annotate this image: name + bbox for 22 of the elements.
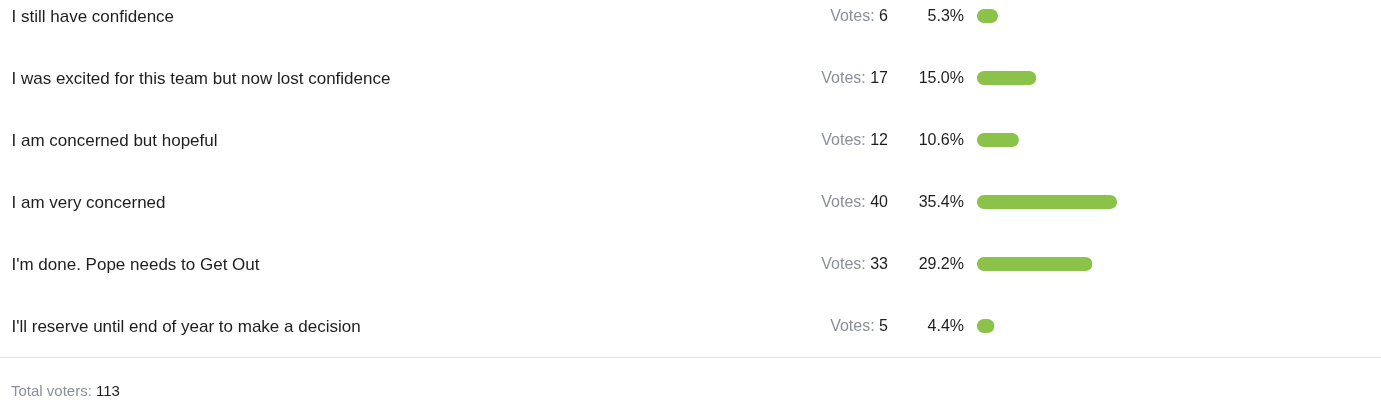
data-label: 4.4% [927,317,964,334]
y-tick-label: I am concerned but hopeful [11,130,218,150]
y-tick-label: I'm done. Pope needs to Get Out [11,254,260,274]
y-tick-label: I am very concerned [11,192,166,212]
data-label: 15.0% [918,69,964,86]
text: Votes: 40 [821,193,889,210]
bar [977,71,1037,85]
data-label: 10.6% [918,131,964,148]
data-label: 29.2% [918,255,964,272]
text: Votes: 5 [830,317,889,334]
y-tick-label: I was excited for this team but now lost confidence [11,68,391,88]
text: Votes: 12 [821,131,889,148]
bar [977,257,1093,271]
y-tick-label: I'll reserve until end of year to make a decision [11,316,361,336]
bar [977,195,1117,209]
y-tick-label: I still have confidence [11,6,175,26]
text: Votes: 33 [821,255,889,272]
text: Votes: 6 [830,7,889,24]
text: Total voters: 113 [11,382,120,399]
data-label: 35.4% [918,193,964,210]
text: Votes: 17 [821,69,889,86]
data-label: 5.3% [927,7,964,24]
